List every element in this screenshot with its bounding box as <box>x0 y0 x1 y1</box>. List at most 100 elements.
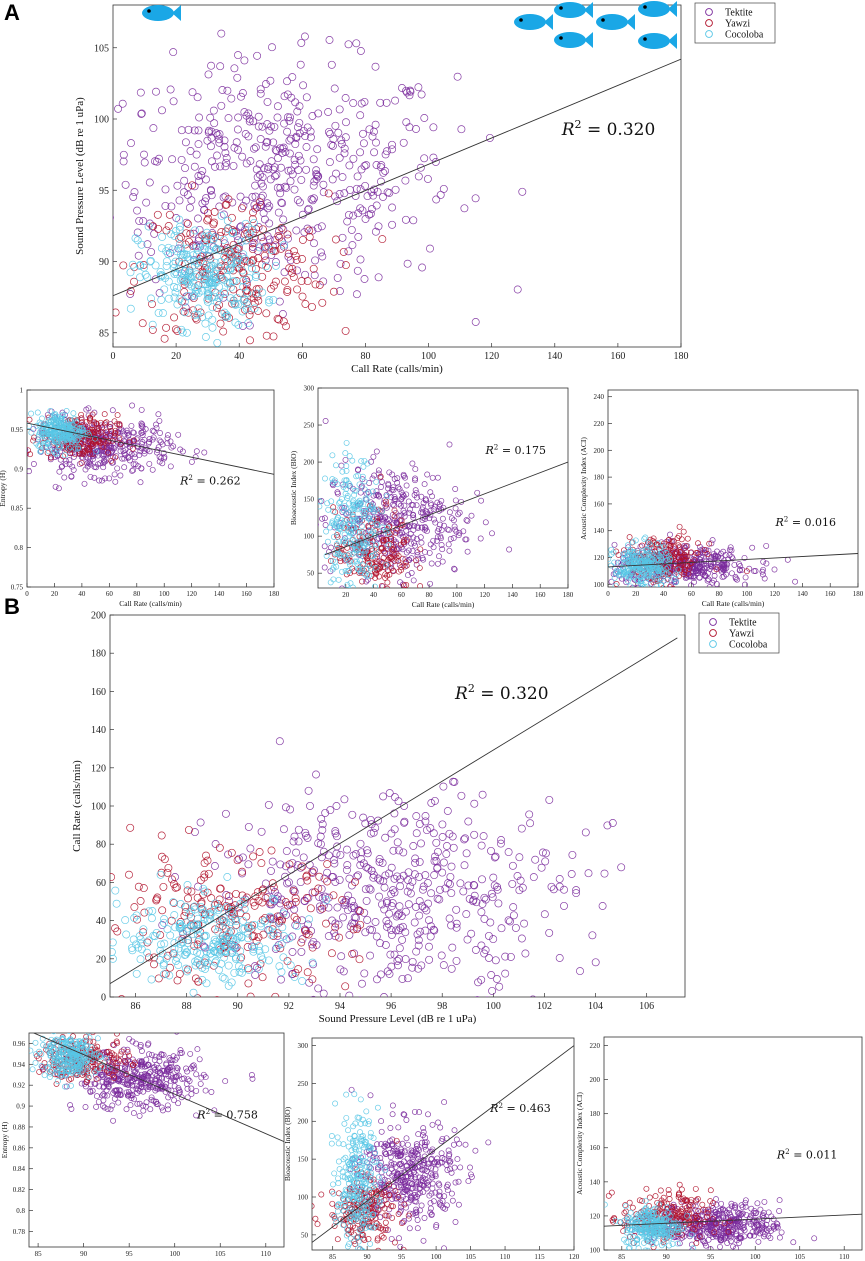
data-point-tektite <box>549 885 558 894</box>
points-group <box>585 523 799 587</box>
data-point-tektite <box>345 931 354 939</box>
data-point-yawzi <box>164 222 173 230</box>
data-point-tektite <box>360 97 369 106</box>
data-point-cocoloba <box>47 431 54 438</box>
data-point-tektite <box>272 146 281 155</box>
data-point-cocoloba <box>134 943 143 952</box>
data-point-yawzi <box>684 535 691 542</box>
data-point-tektite <box>193 93 202 102</box>
data-point-tektite <box>422 826 431 835</box>
data-point-yawzi <box>187 887 196 896</box>
data-point-tektite <box>409 216 418 225</box>
data-point-tektite <box>156 417 163 424</box>
data-point-yawzi <box>229 909 238 918</box>
data-point-cocoloba <box>369 488 376 495</box>
data-point-tektite <box>134 435 141 442</box>
data-point-tektite <box>125 432 132 439</box>
data-point-tektite <box>168 155 177 164</box>
data-point-tektite <box>117 443 123 450</box>
data-point-tektite <box>462 849 471 858</box>
data-point-tektite <box>340 795 349 804</box>
data-point-cocoloba <box>344 495 351 501</box>
data-point-tektite <box>297 175 306 184</box>
data-point-cocoloba <box>146 257 155 266</box>
data-point-cocoloba <box>663 549 670 556</box>
data-point-tektite <box>276 899 285 908</box>
data-point-cocoloba <box>215 246 224 255</box>
data-point-cocoloba <box>348 517 355 524</box>
data-point-cocoloba <box>339 468 346 475</box>
data-point-tektite <box>411 854 420 863</box>
data-point-cocoloba <box>34 409 41 416</box>
chart-A_entropy: 0 20 40 60 80 100 120 140 160 1800.750.80.850.90.… <box>0 386 280 608</box>
legend-label: Tektite <box>729 618 757 629</box>
data-point-tektite <box>447 862 456 871</box>
data-point-tektite <box>469 897 477 906</box>
data-point-cocoloba <box>237 237 246 246</box>
data-point-tektite <box>398 974 407 983</box>
data-point-cocoloba <box>69 438 76 445</box>
data-point-cocoloba <box>42 431 49 437</box>
data-point-yawzi <box>253 203 261 212</box>
data-point-tektite <box>340 149 349 158</box>
data-point-tektite <box>410 502 417 509</box>
data-point-tektite <box>388 220 397 229</box>
data-point-tektite <box>399 138 408 147</box>
data-point-tektite <box>363 578 370 585</box>
data-point-tektite <box>217 29 226 38</box>
data-point-cocoloba <box>338 523 345 530</box>
data-point-tektite <box>450 517 457 524</box>
data-point-yawzi <box>167 916 176 925</box>
data-point-cocoloba <box>200 931 209 940</box>
data-point-cocoloba <box>330 533 337 540</box>
data-point-tektite <box>300 228 309 237</box>
data-point-cocoloba <box>343 463 350 469</box>
data-point-yawzi <box>158 852 166 861</box>
data-point-tektite <box>370 148 379 157</box>
data-point-tektite <box>287 93 296 102</box>
data-point-tektite <box>296 60 305 69</box>
data-point-cocoloba <box>17 409 22 414</box>
data-point-tektite <box>278 149 287 157</box>
data-point-cocoloba <box>357 516 364 523</box>
data-point-cocoloba <box>162 954 171 963</box>
data-point-cocoloba <box>206 915 215 924</box>
data-point-cocoloba <box>632 537 639 544</box>
data-point-cocoloba <box>356 481 363 488</box>
y-tick-label: 105 <box>94 43 109 54</box>
data-point-cocoloba <box>347 482 354 489</box>
data-point-tektite <box>409 548 416 555</box>
data-point-tektite <box>91 474 98 481</box>
data-point-tektite <box>274 208 283 217</box>
data-point-tektite <box>285 136 294 145</box>
data-point-tektite <box>319 989 328 997</box>
data-point-tektite <box>401 509 408 516</box>
data-point-cocoloba <box>664 556 671 563</box>
data-point-cocoloba <box>219 916 228 925</box>
data-point-tektite <box>504 848 513 857</box>
data-point-tektite <box>421 871 430 880</box>
y-tick-label: 1 <box>20 386 24 394</box>
data-point-yawzi <box>391 507 398 514</box>
data-point-cocoloba <box>261 945 270 954</box>
data-point-yawzi <box>277 224 286 232</box>
data-point-tektite <box>585 565 590 570</box>
data-point-tektite <box>446 527 452 534</box>
data-point-cocoloba <box>267 246 276 255</box>
data-point-tektite <box>109 407 116 414</box>
data-point-tektite <box>357 848 366 857</box>
data-point-tektite <box>302 143 311 151</box>
data-point-tektite <box>547 882 556 891</box>
data-point-tektite <box>509 911 518 920</box>
data-point-tektite <box>425 916 433 925</box>
data-point-tektite <box>301 132 310 141</box>
data-point-yawzi <box>89 443 96 450</box>
data-point-tektite <box>335 105 344 114</box>
data-point-cocoloba <box>191 286 200 295</box>
data-point-tektite <box>138 406 145 413</box>
data-point-yawzi <box>254 933 263 942</box>
data-point-yawzi <box>227 848 236 857</box>
data-point-tektite <box>99 1102 106 1109</box>
data-point-yawzi <box>398 564 405 571</box>
data-point-cocoloba <box>187 922 196 931</box>
